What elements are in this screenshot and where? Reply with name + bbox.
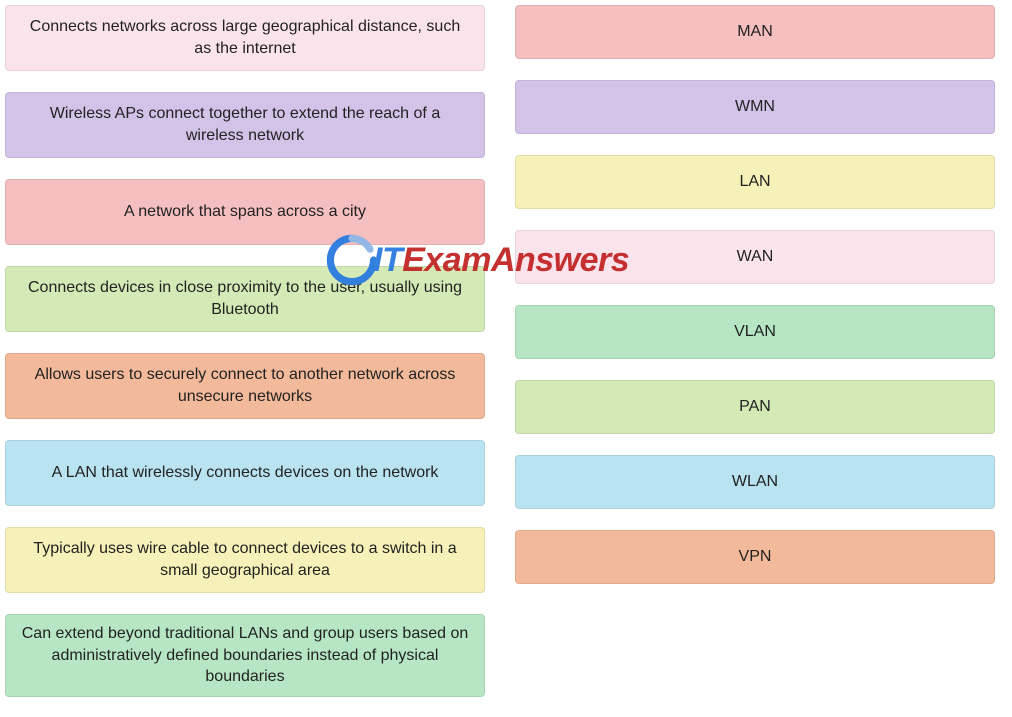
descriptions-column: Connects networks across large geographi…	[5, 5, 485, 697]
description-card[interactable]: A network that spans across a city	[5, 179, 485, 245]
term-card[interactable]: WLAN	[515, 455, 995, 509]
columns-container: Connects networks across large geographi…	[5, 5, 1007, 697]
term-card[interactable]: VLAN	[515, 305, 995, 359]
description-card[interactable]: Wireless APs connect together to extend …	[5, 92, 485, 158]
description-card[interactable]: Can extend beyond traditional LANs and g…	[5, 614, 485, 697]
term-card[interactable]: WMN	[515, 80, 995, 134]
term-card[interactable]: PAN	[515, 380, 995, 434]
description-card[interactable]: A LAN that wirelessly connects devices o…	[5, 440, 485, 506]
description-card[interactable]: Typically uses wire cable to connect dev…	[5, 527, 485, 593]
matching-exercise: Connects networks across large geographi…	[5, 5, 1007, 697]
description-card[interactable]: Allows users to securely connect to anot…	[5, 353, 485, 419]
description-card[interactable]: Connects devices in close proximity to t…	[5, 266, 485, 332]
term-card[interactable]: MAN	[515, 5, 995, 59]
terms-column: MAN WMN LAN WAN VLAN PAN WLAN VPN	[515, 5, 995, 584]
term-card[interactable]: LAN	[515, 155, 995, 209]
term-card[interactable]: VPN	[515, 530, 995, 584]
description-card[interactable]: Connects networks across large geographi…	[5, 5, 485, 71]
term-card[interactable]: WAN	[515, 230, 995, 284]
